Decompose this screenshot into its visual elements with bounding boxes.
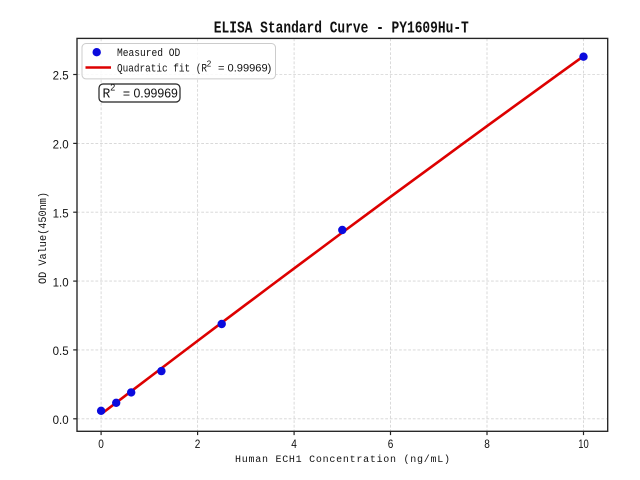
svg-text:Measured OD: Measured OD bbox=[117, 48, 181, 60]
svg-text:Human ECH1 Concentration (ng/m: Human ECH1 Concentration (ng/mL) bbox=[235, 454, 450, 466]
svg-text:10: 10 bbox=[578, 437, 589, 451]
svg-text:2: 2 bbox=[195, 437, 201, 451]
svg-text:8: 8 bbox=[484, 437, 490, 451]
svg-text:= 0.99969): = 0.99969) bbox=[218, 63, 272, 75]
svg-text:0.5: 0.5 bbox=[53, 344, 69, 358]
svg-text:2.5: 2.5 bbox=[53, 69, 69, 83]
svg-text:= 0.99969: = 0.99969 bbox=[123, 86, 178, 101]
svg-text:ELISA Standard Curve - PY1609H: ELISA Standard Curve - PY1609Hu-T bbox=[214, 18, 469, 37]
svg-text:1.5: 1.5 bbox=[53, 206, 69, 220]
svg-text:0.0: 0.0 bbox=[53, 413, 69, 427]
svg-text:6: 6 bbox=[388, 437, 394, 451]
svg-text:0: 0 bbox=[98, 437, 104, 451]
svg-text:R: R bbox=[103, 87, 111, 103]
svg-text:OD Value(450nm): OD Value(450nm) bbox=[38, 192, 50, 284]
svg-text:2: 2 bbox=[110, 82, 115, 92]
svg-text:1.0: 1.0 bbox=[53, 275, 69, 289]
svg-text:2: 2 bbox=[207, 60, 212, 69]
svg-text:4: 4 bbox=[291, 437, 297, 451]
svg-text:Quadratic fit (R: Quadratic fit (R bbox=[117, 64, 207, 76]
svg-text:2.0: 2.0 bbox=[53, 138, 69, 152]
